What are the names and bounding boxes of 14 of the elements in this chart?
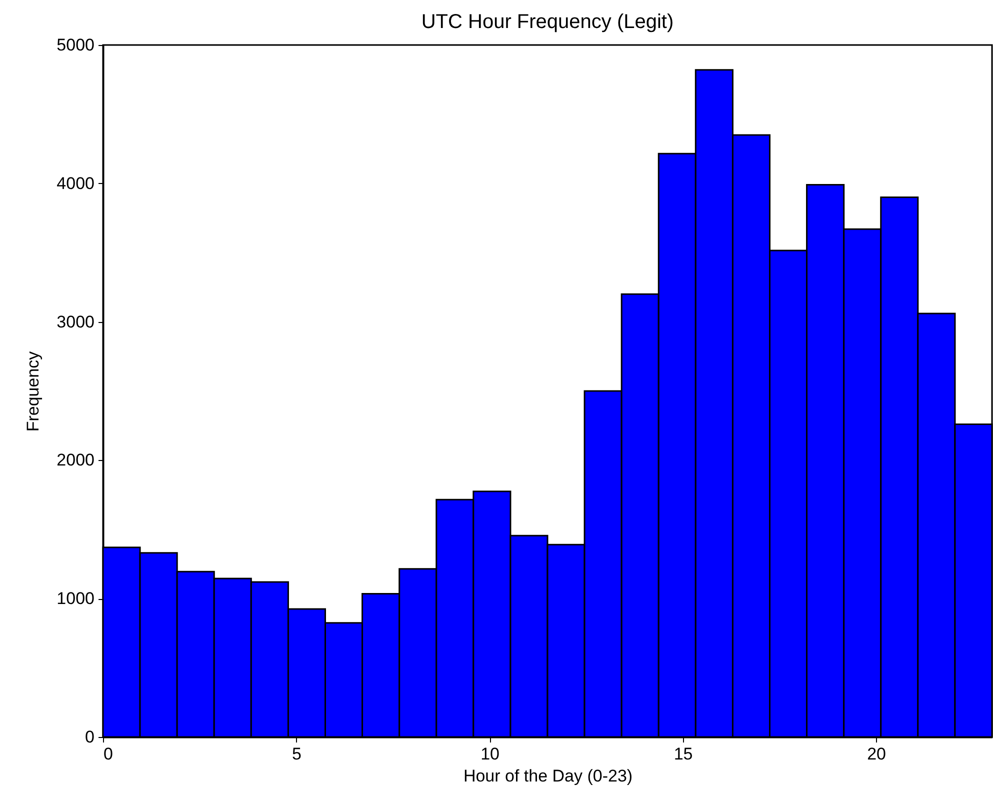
x-axis-title: Hour of the Day (0-23) [463, 766, 633, 786]
y-axis-title: Frequency [24, 350, 43, 432]
y-tick-label: 4000 [56, 174, 94, 193]
y-tick-label: 0 [85, 728, 94, 746]
x-tick-label: 15 [674, 744, 693, 764]
x-tick-label: 5 [292, 744, 302, 764]
y-tick-label: 5000 [56, 36, 94, 54]
chart-title: UTC Hour Frequency (Legit) [421, 11, 674, 33]
y-tick-label: 1000 [56, 589, 94, 608]
x-tick-label: 20 [867, 744, 886, 764]
x-tick-label: 10 [480, 744, 500, 764]
x-tick-label: 0 [104, 744, 113, 764]
y-tick-label: 2000 [56, 450, 94, 470]
y-tick-label: 3000 [56, 312, 94, 332]
